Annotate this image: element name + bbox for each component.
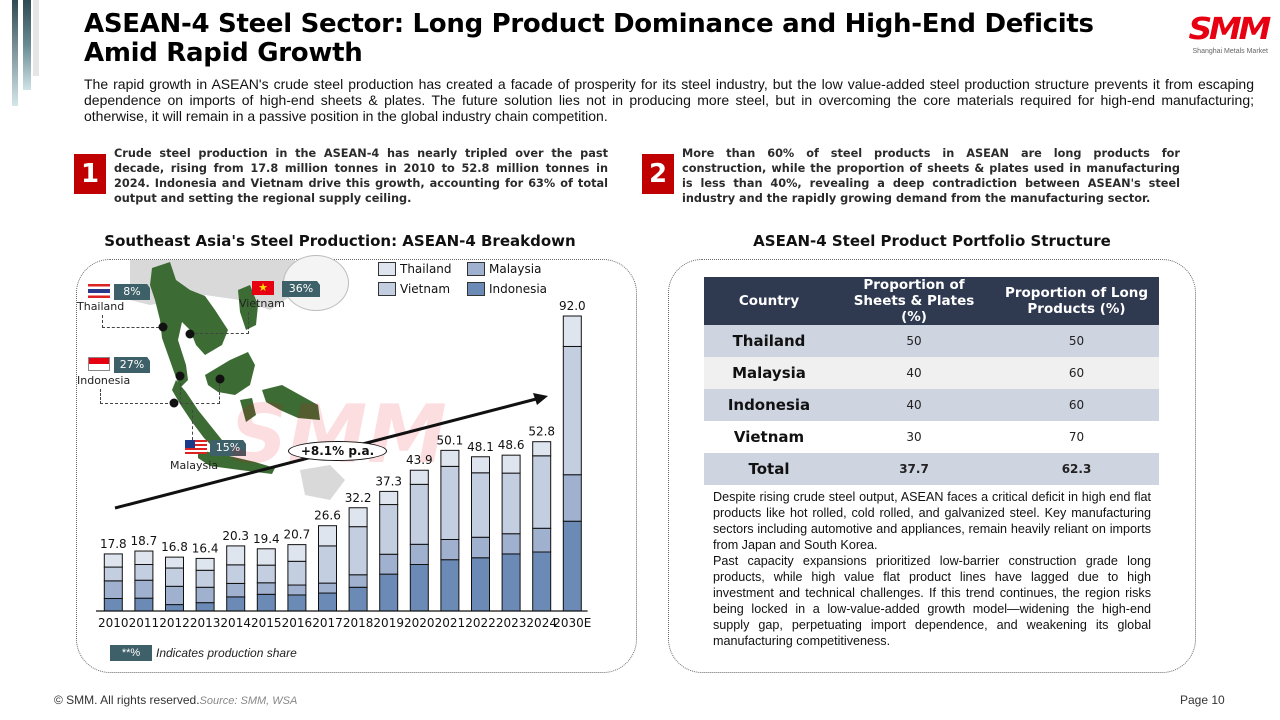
- table-panel: [668, 259, 1196, 673]
- table-header-row: Country Proportion of Sheets & Plates (%…: [704, 277, 1159, 325]
- page-number: Page 10: [1180, 693, 1225, 707]
- legend-label: Malaysia: [489, 262, 542, 276]
- vietnam-flag: ★: [252, 281, 274, 295]
- country-label-thailand: Thailand: [77, 300, 125, 313]
- legend-swatch: [378, 282, 396, 296]
- decorative-bar: [12, 0, 18, 106]
- footer-copyright: © SMM. All rights reserved.Source: SMM, …: [54, 693, 297, 707]
- leader-line: [190, 312, 249, 334]
- legend-label: Indonesia: [489, 282, 548, 296]
- decorative-bar: [33, 0, 39, 76]
- logo-mark: SMM: [1188, 12, 1271, 47]
- cell-country: Thailand: [704, 325, 834, 357]
- share-badge-vietnam: 36%: [282, 281, 320, 297]
- share-badge-indonesia: 27%: [114, 357, 150, 373]
- cell-sheets: 40: [834, 357, 994, 389]
- table-row: Thailand 50 50: [704, 325, 1159, 357]
- legend-item-thailand: Thailand: [378, 261, 452, 277]
- cell-sheets: 30: [834, 421, 994, 453]
- point-number-badge: 1: [74, 154, 106, 194]
- header-sheets-plates: Proportion of Sheets & Plates (%): [834, 277, 994, 325]
- share-badge-thailand: 8%: [114, 284, 150, 300]
- header-long-products: Proportion of Long Products (%): [994, 277, 1159, 325]
- table-row: Vietnam 30 70: [704, 421, 1159, 453]
- point-text: More than 60% of steel products in ASEAN…: [682, 147, 1180, 205]
- analysis-text: Despite rising crude steel output, ASEAN…: [713, 489, 1151, 649]
- chart-title: Southeast Asia's Steel Production: ASEAN…: [104, 232, 576, 250]
- analysis-paragraph: Past capacity expansions prioritized low…: [713, 554, 1151, 648]
- page-title: ASEAN-4 Steel Sector: Long Product Domin…: [84, 9, 1094, 68]
- logo-subtitle: Shanghai Metals Market: [1192, 48, 1268, 55]
- legend-swatch: [378, 262, 396, 276]
- smm-logo: SMM Shanghai Metals Market: [1168, 14, 1271, 56]
- portfolio-table: Country Proportion of Sheets & Plates (%…: [704, 277, 1159, 485]
- table-row: Indonesia 40 60: [704, 389, 1159, 421]
- legend-item-indonesia: Indonesia: [467, 281, 547, 297]
- intro-paragraph: The rapid growth in ASEAN's crude steel …: [84, 76, 1254, 124]
- leader-line: [192, 410, 193, 440]
- cell-long: 60: [994, 357, 1159, 389]
- cell-long: 70: [994, 421, 1159, 453]
- legend-item-malaysia: Malaysia: [467, 261, 541, 277]
- cell-country: Malaysia: [704, 357, 834, 389]
- cell-country: Total: [704, 453, 834, 485]
- cell-long: 50: [994, 325, 1159, 357]
- analysis-paragraph: Despite rising crude steel output, ASEAN…: [713, 490, 1151, 552]
- note-tag: **%: [110, 645, 152, 661]
- leader-line: [102, 315, 164, 328]
- cell-sheets: 50: [834, 325, 994, 357]
- point-text: Crude steel production in the ASEAN-4 ha…: [114, 147, 608, 205]
- table-row: Malaysia 40 60: [704, 357, 1159, 389]
- source-text: Source: SMM, WSA: [199, 695, 298, 707]
- thailand-flag: [88, 284, 110, 298]
- country-label-malaysia: Malaysia: [170, 459, 219, 472]
- leader-line: [100, 389, 173, 404]
- copyright-text: © SMM. All rights reserved.: [54, 693, 200, 707]
- leader-line: [180, 383, 220, 404]
- legend-swatch: [467, 262, 485, 276]
- legend-item-vietnam: Vietnam: [378, 281, 450, 297]
- legend-swatch: [467, 282, 485, 296]
- table-total-row: Total 37.7 62.3: [704, 453, 1159, 485]
- malaysia-flag: [185, 440, 207, 454]
- cagr-annotation: +8.1% p.a.: [288, 441, 387, 461]
- legend-label: Vietnam: [400, 282, 451, 296]
- indonesia-flag: [88, 357, 110, 371]
- cell-long: 62.3: [994, 453, 1159, 485]
- chart-panel: [76, 259, 637, 673]
- country-label-indonesia: Indonesia: [77, 374, 131, 387]
- cell-long: 60: [994, 389, 1159, 421]
- note-text: Indicates production share: [156, 646, 297, 660]
- cell-sheets: 37.7: [834, 453, 994, 485]
- share-badge-malaysia: 15%: [210, 440, 246, 456]
- cell-sheets: 40: [834, 389, 994, 421]
- decorative-bar: [23, 0, 31, 90]
- header-country: Country: [704, 277, 834, 325]
- point-number-badge: 2: [642, 154, 674, 194]
- country-label-vietnam: Vietnam: [239, 297, 285, 310]
- cell-country: Vietnam: [704, 421, 834, 453]
- legend-label: Thailand: [400, 262, 452, 276]
- cell-country: Indonesia: [704, 389, 834, 421]
- table-title: ASEAN-4 Steel Product Portfolio Structur…: [753, 232, 1111, 250]
